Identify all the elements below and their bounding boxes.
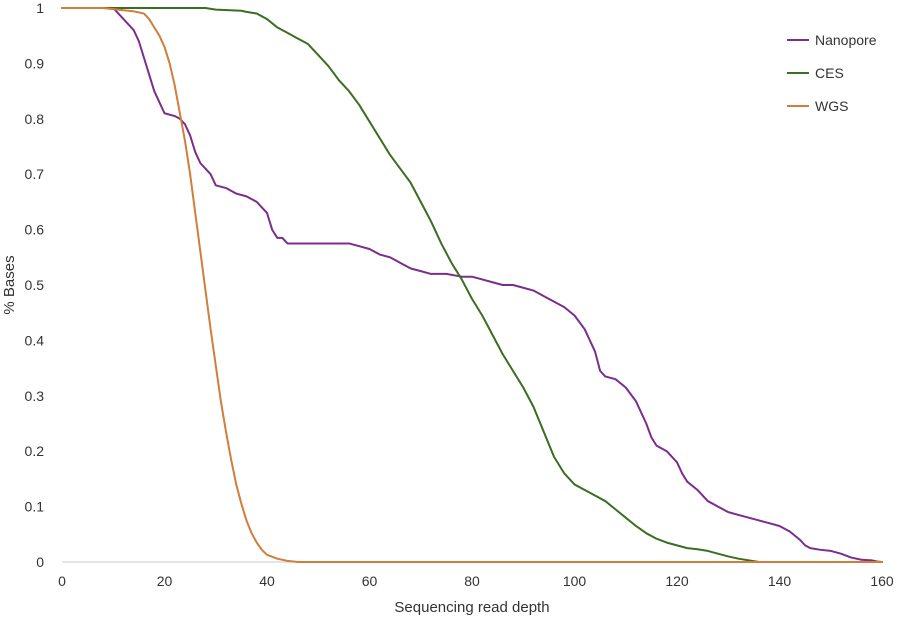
legend-label-ces: CES	[815, 65, 844, 81]
y-tick-label: 1	[36, 0, 44, 16]
y-tick-label: 0.3	[25, 388, 45, 404]
axes: 0 20 40 60 80 100 120 140 160 0 0.1 0.2 0.3 0.4 0.5 0.6…	[25, 0, 894, 589]
y-tick-label: 0	[36, 554, 44, 570]
y-tick-label: 0.1	[25, 499, 45, 515]
x-tick-label: 80	[464, 573, 480, 589]
x-tick-label: 60	[362, 573, 378, 589]
y-axis-title: % Bases	[1, 255, 18, 314]
legend: Nanopore CES WGS	[787, 32, 877, 114]
series-lines	[61, 7, 883, 563]
y-tick-label: 0.6	[25, 222, 45, 238]
x-tick-label: 160	[870, 573, 894, 589]
series-line-wgs	[61, 7, 883, 563]
legend-label-nanopore: Nanopore	[815, 32, 877, 48]
series-line-ces	[61, 7, 883, 563]
y-tick-label: 0.4	[25, 332, 45, 348]
x-tick-label: 20	[157, 573, 173, 589]
x-tick-label: 0	[58, 573, 66, 589]
y-tick-label: 0.5	[25, 277, 45, 293]
y-tick-label: 0.8	[25, 111, 45, 127]
x-tick-label: 40	[259, 573, 275, 589]
y-tick-label: 0.2	[25, 443, 45, 459]
x-tick-label: 120	[665, 573, 689, 589]
legend-label-wgs: WGS	[815, 98, 848, 114]
x-axis-title: Sequencing read depth	[394, 599, 549, 616]
y-tick-label: 0.7	[25, 166, 45, 182]
series-line-nanopore	[61, 7, 883, 563]
x-tick-label: 100	[563, 573, 587, 589]
y-tick-label: 0.9	[25, 55, 45, 71]
x-tick-label: 140	[768, 573, 792, 589]
